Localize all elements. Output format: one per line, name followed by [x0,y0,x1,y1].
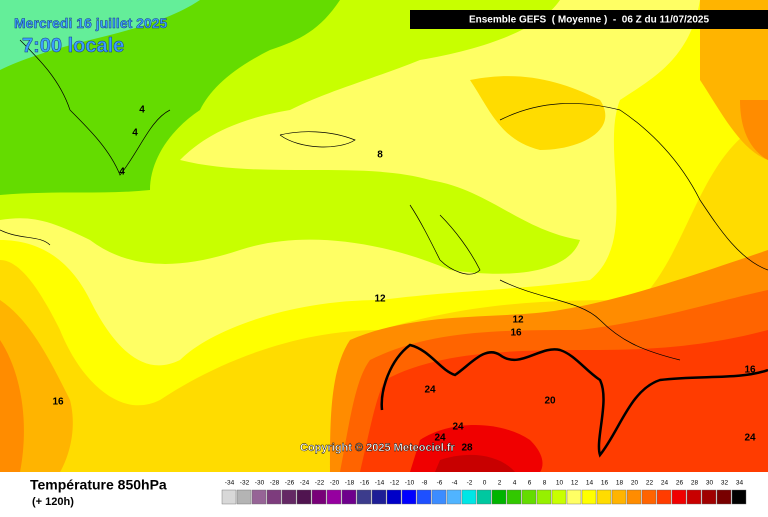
scale-label: -26 [285,480,295,487]
scale-label: 6 [528,480,532,487]
scale-swatch [491,489,507,505]
scale-swatch [371,489,387,505]
scale-label: -24 [300,480,310,487]
scale-label: -18 [345,480,355,487]
contour-labels: 4 4 4 8 12 12 16 16 16 20 24 24 24 24 28 [52,105,756,454]
model-info: Ensemble GEFS ( Moyenne ) - 06 Z du 11/0… [469,15,710,26]
scale-swatch [716,489,732,505]
scale-swatch [536,489,552,505]
scale-label: 24 [661,480,669,487]
scale-label: -34 [225,480,235,487]
scale-swatch [656,489,672,505]
scale-label: 12 [571,480,579,487]
scale-label: -16 [360,480,370,487]
scale-label: 10 [556,480,564,487]
scale-swatch [521,489,537,505]
scale-swatch [596,489,612,505]
scale-label: -12 [390,480,400,487]
scale-label: -14 [375,480,385,487]
scale-swatch [446,489,462,505]
scale-label: 8 [543,480,547,487]
scale-swatch [686,489,702,505]
contour-label: 24 [424,385,436,396]
scale-label: 30 [706,480,714,487]
scale-swatch [416,489,432,505]
scale-swatch [356,489,372,505]
model-banner [410,10,768,29]
contour-label: 24 [744,433,756,444]
contour-label: 4 [139,105,145,116]
scale-swatch [461,489,477,505]
scale-label: 18 [616,480,624,487]
scale-label: 28 [691,480,699,487]
scale-swatch [701,489,717,505]
scale-swatch [326,489,342,505]
scale-swatch [506,489,522,505]
scale-label: -32 [240,480,250,487]
contour-label: 12 [374,294,386,305]
scale-label: -10 [405,480,415,487]
scale-swatch [341,489,357,505]
scale-swatch [386,489,402,505]
contour-label: 28 [461,443,473,454]
scale-swatch [581,489,597,505]
scale-swatch [551,489,567,505]
contour-20 [380,343,768,458]
scale-swatch [236,489,252,505]
contour-label: 8 [377,150,383,161]
copyright: Copyright © 2025 Meteociel.fr [300,442,456,454]
scale-swatch [566,489,582,505]
scale-label: 2 [498,480,502,487]
scale-swatch [266,489,282,505]
scale-swatch [251,489,267,505]
scale-swatch [221,489,237,505]
contour-label: 20 [544,396,556,407]
contour-label: 16 [510,328,522,339]
legend-title: Température 850hPa [30,477,167,493]
contour-label: 16 [744,365,756,376]
scale-swatch [401,489,417,505]
scale-label: 16 [601,480,609,487]
scale-label: -4 [452,480,458,487]
contour-label: 24 [434,433,446,444]
scale-label: -20 [330,480,340,487]
scale-label: 4 [513,480,517,487]
scale-label: 32 [721,480,729,487]
scale-label: 34 [736,480,744,487]
scale-swatch [671,489,687,505]
scale-label: -8 [422,480,428,487]
legend-subtitle: (+ 120h) [32,496,74,508]
scale-swatch [296,489,312,505]
scale-label: -2 [467,480,473,487]
contour-label: 16 [52,397,64,408]
scale-label: 22 [646,480,654,487]
coastlines [0,39,768,361]
scale-swatch [311,489,327,505]
scale-swatch [431,489,447,505]
scale-label: -22 [315,480,325,487]
contour-label: 12 [512,315,524,326]
temperature-field [0,0,768,472]
scale-swatch [731,489,747,505]
scale-label: 26 [676,480,684,487]
scale-label: -30 [255,480,265,487]
contour-label: 4 [119,167,125,178]
color-scale: -34 -32 -30 -28 -26 -24 -22 -20 -18 -16 -14 -12 -10-… [221,480,747,505]
scale-label: 0 [483,480,487,487]
contour-label: 4 [132,128,138,139]
scale-swatch [476,489,492,505]
forecast-time: 7:00 locale [22,35,124,57]
scale-swatch [281,489,297,505]
scale-swatch [611,489,627,505]
scale-label: 14 [586,480,594,487]
scale-label: -6 [437,480,443,487]
scale-label: 20 [631,480,639,487]
scale-swatch [626,489,642,505]
contour-label: 24 [452,422,464,433]
forecast-date: Mercredi 16 juillet 2025 [14,15,168,31]
scale-swatch [641,489,657,505]
scale-label: -28 [270,480,280,487]
